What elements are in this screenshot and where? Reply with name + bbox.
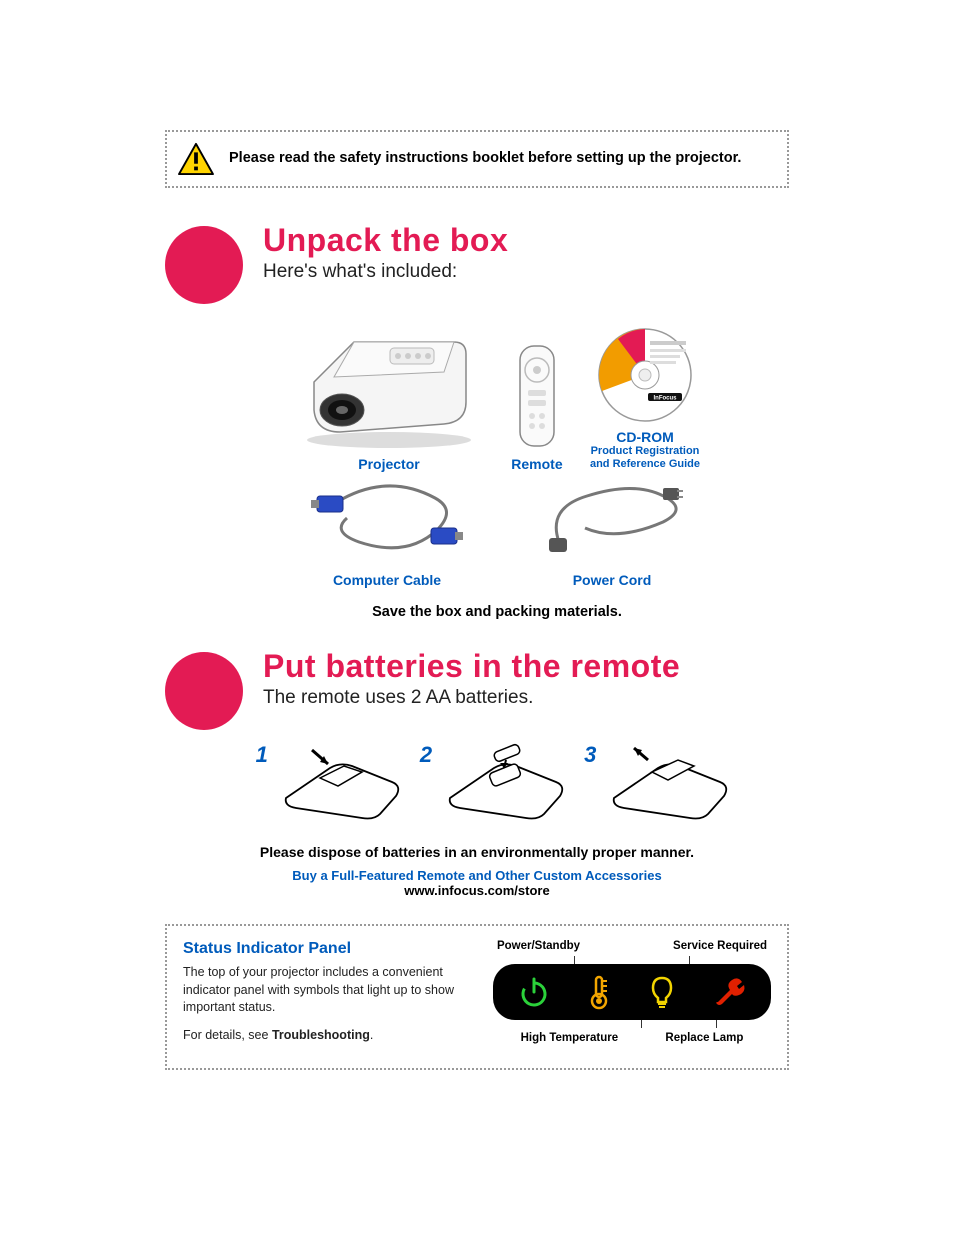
- item-sublabel: Product Registration: [590, 445, 700, 459]
- section-bullet: [165, 652, 243, 730]
- step-3: 3: [584, 738, 738, 828]
- section-subtitle: Here's what's included:: [263, 261, 508, 283]
- section-title: Unpack the box: [263, 222, 508, 259]
- item-label: Projector: [294, 456, 484, 472]
- svg-text:InFocus: InFocus: [653, 395, 677, 401]
- label-service: Service Required: [673, 940, 767, 952]
- power-icon: [517, 975, 551, 1009]
- item-label: Power Cord: [537, 572, 687, 588]
- remote-illustration: [502, 342, 572, 452]
- safety-text: Please read the safety instructions book…: [229, 149, 741, 169]
- section-batteries: Put batteries in the remote The remote u…: [165, 648, 789, 898]
- status-description: Status Indicator Panel The top of your p…: [183, 940, 475, 1054]
- item-cdrom: InFocus CD-ROM Product Registration and …: [590, 325, 700, 473]
- step-number: 3: [584, 742, 596, 768]
- cable-illustration: [307, 478, 467, 568]
- warning-icon: [177, 142, 215, 176]
- label-power: Power/Standby: [497, 940, 580, 952]
- cdrom-illustration: InFocus: [590, 325, 700, 425]
- remote-steps: 1 2 3: [205, 738, 789, 828]
- panel-body: [493, 964, 771, 1020]
- section-header: Put batteries in the remote The remote u…: [165, 648, 789, 730]
- status-body: The top of your projector includes a con…: [183, 964, 475, 1017]
- section-unpack: Unpack the box Here's what's included: P…: [165, 222, 789, 620]
- item-remote: Remote: [502, 342, 572, 472]
- buy-accessories-link[interactable]: Buy a Full-Featured Remote and Other Cus…: [165, 868, 789, 883]
- step-illustration: [270, 738, 410, 828]
- details-prefix: For details, see: [183, 1028, 272, 1042]
- dispose-note: Please dispose of batteries in an enviro…: [165, 844, 789, 860]
- item-projector: Projector: [294, 312, 484, 472]
- cord-illustration: [537, 478, 687, 568]
- store-url[interactable]: www.infocus.com/store: [165, 883, 789, 898]
- panel-bottom-labels: High Temperature Replace Lamp: [493, 1032, 771, 1044]
- label-temp: High Temperature: [521, 1032, 619, 1044]
- items-row-2: Computer Cable Power Cord: [205, 478, 789, 588]
- section-header: Unpack the box Here's what's included:: [165, 222, 789, 304]
- status-title: Status Indicator Panel: [183, 940, 475, 958]
- panel-top-labels: Power/Standby Service Required: [493, 940, 771, 952]
- details-link: Troubleshooting: [272, 1028, 370, 1042]
- item-label: Computer Cable: [307, 572, 467, 588]
- item-cable: Computer Cable: [307, 478, 467, 588]
- item-sublabel: and Reference Guide: [590, 458, 700, 472]
- section-bullet: [165, 226, 243, 304]
- lamp-icon: [647, 974, 677, 1010]
- section-title: Put batteries in the remote: [263, 648, 680, 685]
- step-1: 1: [256, 738, 410, 828]
- status-panel: Power/Standby Service Required: [493, 940, 771, 1044]
- label-lamp: Replace Lamp: [665, 1032, 743, 1044]
- save-note: Save the box and packing materials.: [205, 604, 789, 620]
- safety-callout: Please read the safety instructions book…: [165, 130, 789, 188]
- status-indicator-callout: Status Indicator Panel The top of your p…: [165, 924, 789, 1070]
- status-details: For details, see Troubleshooting.: [183, 1027, 475, 1045]
- step-illustration: [434, 738, 574, 828]
- step-2: 2: [420, 738, 574, 828]
- item-cord: Power Cord: [537, 478, 687, 588]
- section-subtitle: The remote uses 2 AA batteries.: [263, 687, 680, 709]
- details-suffix: .: [370, 1028, 373, 1042]
- item-label: CD-ROM: [590, 429, 700, 445]
- thermometer-icon: [584, 974, 614, 1010]
- step-illustration: [598, 738, 738, 828]
- step-number: 1: [256, 742, 268, 768]
- items-row-1: Projector Remote: [205, 312, 789, 472]
- item-label: Remote: [502, 456, 572, 472]
- step-number: 2: [420, 742, 432, 768]
- wrench-icon: [710, 976, 746, 1008]
- projector-illustration: [294, 312, 484, 452]
